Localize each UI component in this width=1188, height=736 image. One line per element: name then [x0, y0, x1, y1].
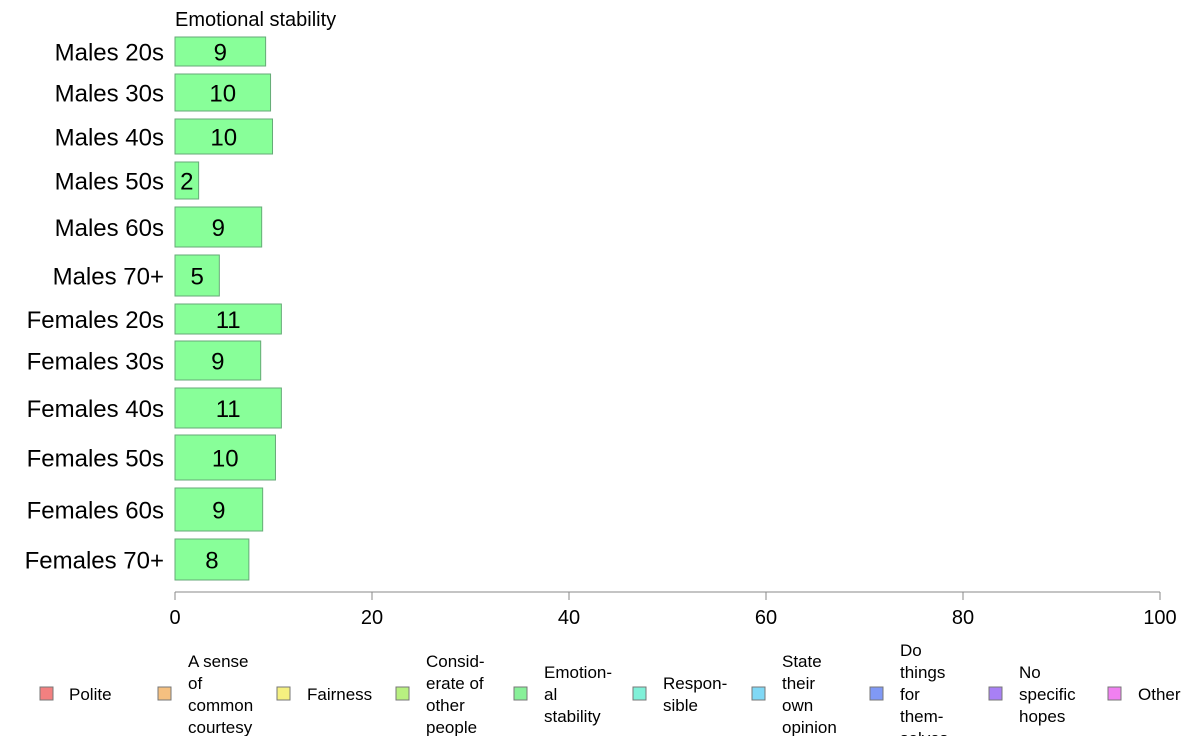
x-tick-label: 100: [1143, 607, 1176, 629]
category-labels: Males 20s Males 30s Males 40s Males 50s Male…: [25, 40, 164, 575]
category-label: Males 50s: [55, 169, 164, 196]
legend-item: Fairness: [276, 685, 372, 704]
x-tick-label: 0: [169, 607, 180, 629]
category-label: Females 40s: [27, 396, 164, 423]
bar-value-label: 9: [214, 40, 227, 67]
bar: [174, 206, 263, 248]
legend-item: A sense of common courtesy: [157, 652, 253, 736]
legend-swatch: [276, 686, 291, 701]
bar-value-label: 9: [211, 349, 224, 376]
category-label: Males 20s: [55, 40, 164, 67]
legend-item: Other: [1107, 685, 1181, 704]
category-label: Females 70+: [25, 548, 164, 575]
category-label: Males 70+: [53, 264, 164, 291]
bar: [174, 487, 264, 532]
x-axis: 0 20 40 60 80 100: [169, 591, 1177, 629]
x-tick-label: 40: [558, 607, 580, 629]
x-tick-label: 20: [361, 607, 383, 629]
legend-item: Emotion-al stability: [513, 663, 612, 726]
legend-swatch: [869, 686, 884, 701]
legend-label: Polite: [69, 685, 112, 704]
category-label: Females 30s: [27, 349, 164, 376]
legend-swatch: [39, 686, 54, 701]
category-label: Males 30s: [55, 81, 164, 108]
legend-swatch: [988, 686, 1003, 701]
bar: [174, 434, 276, 481]
bar-value-label: 10: [212, 446, 239, 473]
bar-value-label: 9: [212, 498, 225, 525]
bar: [174, 303, 282, 335]
legend-label: Other: [1138, 685, 1181, 704]
legend-label: State their own opinion: [782, 652, 837, 736]
legend-item: No specific hopes: [988, 663, 1076, 726]
bar: [174, 387, 282, 429]
category-label: Females 60s: [27, 498, 164, 525]
legend-swatch: [1107, 686, 1122, 701]
bar: [174, 538, 250, 581]
bar-value-label: 2: [180, 169, 193, 196]
legend-label: Respon-sible: [663, 674, 727, 715]
bar: [174, 161, 200, 200]
category-label: Females 20s: [27, 307, 164, 334]
legend: Polite A sense of common courtesy Fairness Con…: [39, 641, 1181, 736]
bar-value-label: 11: [216, 307, 241, 334]
bar-value-label: 10: [209, 81, 236, 108]
legend-item: Polite: [39, 685, 112, 704]
legend-item: Consid-erate of other people: [395, 652, 485, 736]
bar-value-label: 5: [190, 264, 203, 291]
legend-swatch: [513, 686, 528, 701]
bar: [174, 340, 262, 381]
legend-swatch: [395, 686, 410, 701]
legend-item: Respon-sible: [632, 674, 727, 715]
bar-value-label: 10: [210, 125, 237, 152]
legend-swatch: [751, 686, 766, 701]
legend-swatch: [632, 686, 647, 701]
legend-label: No specific hopes: [1019, 663, 1076, 726]
category-label: Females 50s: [27, 446, 164, 473]
bar: [174, 254, 220, 297]
legend-swatch: [157, 686, 172, 701]
legend-label: Emotion-al stability: [544, 663, 612, 726]
x-tick-label: 80: [952, 607, 974, 629]
bar: [174, 118, 274, 155]
category-label: Males 40s: [55, 125, 164, 152]
bar-value-label: 8: [205, 548, 218, 575]
category-label: Males 60s: [55, 215, 164, 242]
chart-title: Emotional stability: [175, 9, 336, 31]
bar-value-label: 9: [212, 215, 225, 242]
bar: [174, 73, 272, 112]
legend-label: Fairness: [307, 685, 372, 704]
bar-value-label: 11: [216, 396, 241, 423]
legend-item: State their own opinion: [751, 652, 837, 736]
legend-label: Consid-erate of other people: [426, 652, 485, 736]
bar: [174, 36, 267, 67]
x-tick-label: 60: [755, 607, 777, 629]
legend-label: A sense of common courtesy: [188, 652, 253, 736]
